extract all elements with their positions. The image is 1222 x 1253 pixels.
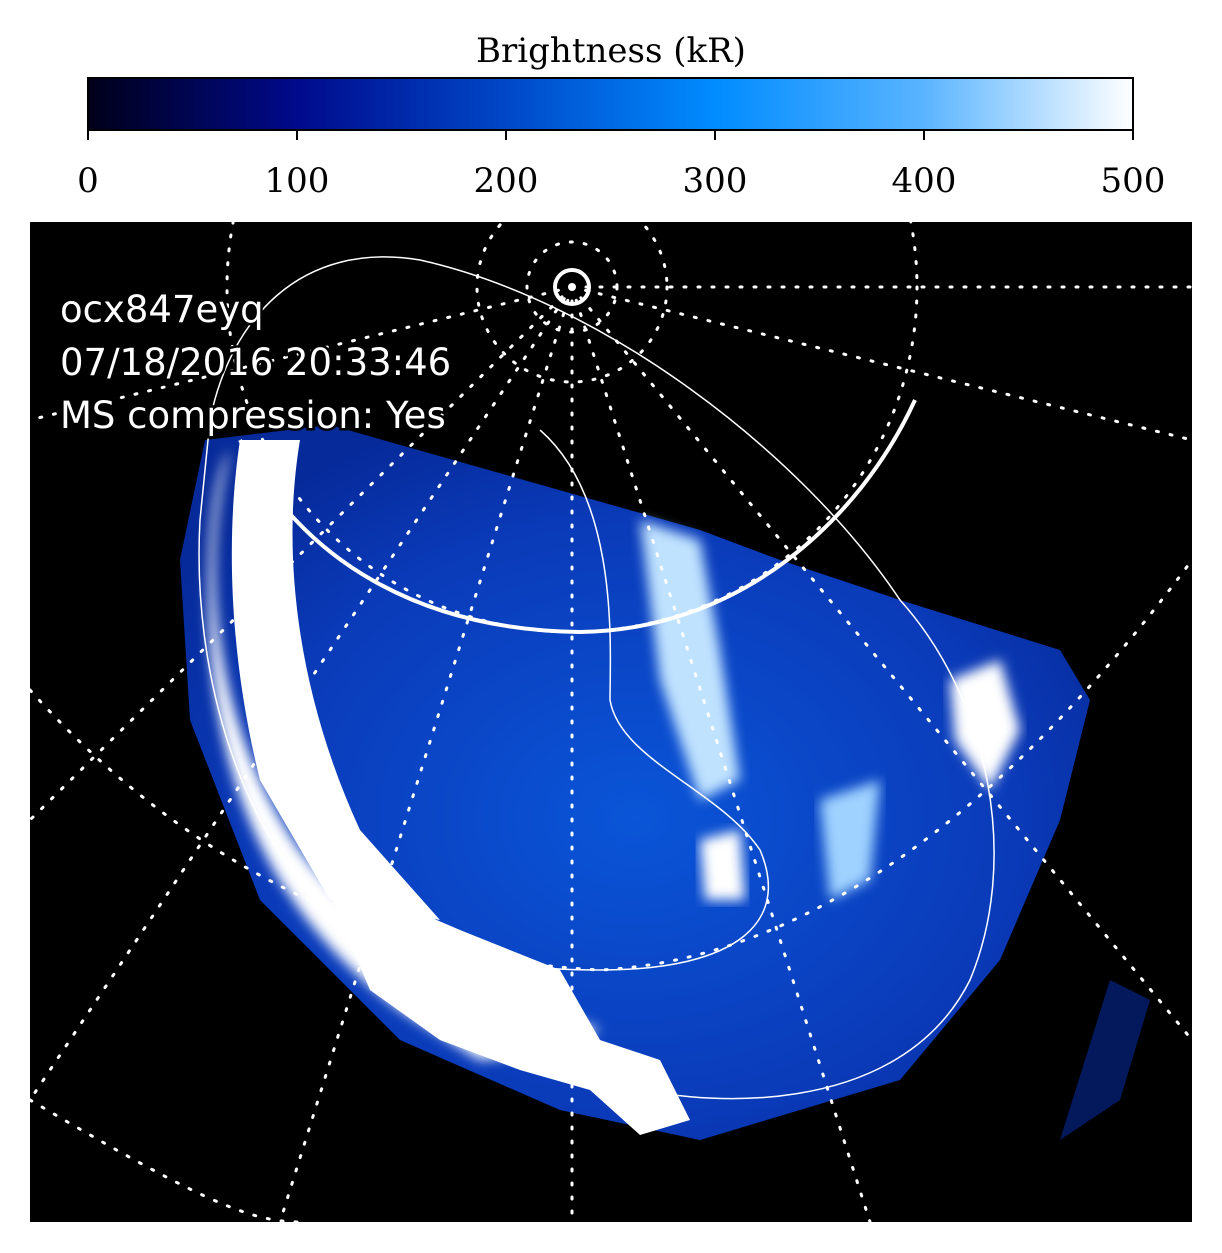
tick-label: 100 — [265, 161, 330, 201]
tick-label: 400 — [892, 161, 957, 201]
colorbar-title: Brightness (kR) — [476, 31, 746, 71]
annotation: 07/18/2016 20:33:46 — [60, 341, 451, 384]
tick-label: 0 — [77, 161, 99, 201]
tick-label: 500 — [1101, 161, 1166, 201]
annotation: ocx847eyq — [60, 288, 264, 331]
tick-label: 300 — [683, 161, 748, 201]
annotation: MS compression: Yes — [60, 394, 446, 437]
colorbar — [87, 77, 1134, 131]
tick-label: 200 — [474, 161, 539, 201]
auroral-image — [30, 222, 1192, 1222]
